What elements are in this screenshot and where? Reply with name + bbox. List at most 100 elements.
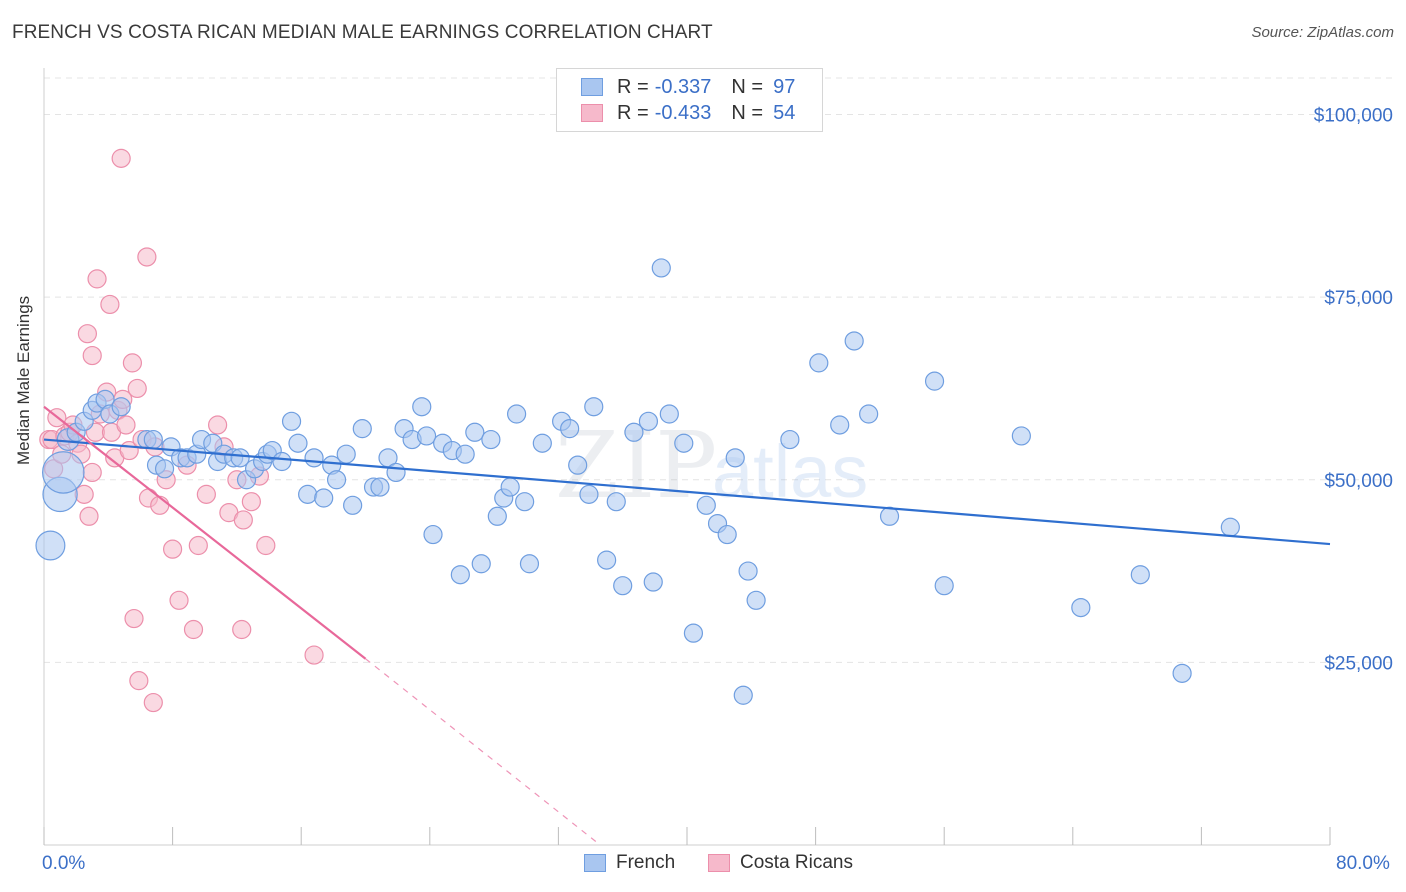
french-point <box>780 429 800 450</box>
french-point <box>465 422 485 442</box>
r-label: R = <box>617 101 649 124</box>
french-point <box>352 419 372 439</box>
french-point <box>154 459 175 479</box>
y-tick-label: $75,000 <box>1324 288 1393 309</box>
costa-ricans-point <box>122 353 143 373</box>
costa-ricans-point <box>183 619 204 640</box>
french-point <box>143 429 163 450</box>
french-point <box>515 492 535 512</box>
costa-ricans-n-value: 54 <box>773 101 796 124</box>
costa-ricans-point <box>111 148 131 168</box>
french-point <box>809 353 829 373</box>
french-point <box>298 484 318 504</box>
french-point <box>717 524 737 545</box>
french-point <box>471 554 491 574</box>
costa-ricans-point <box>100 294 120 315</box>
costa-ricans-r-value: -0.433 <box>654 101 712 124</box>
costa-ricans-point <box>150 495 170 515</box>
n-label: N = <box>731 75 764 98</box>
y-tick-label: $100,000 <box>1314 106 1393 127</box>
french-point <box>584 397 604 417</box>
french-point <box>597 550 617 570</box>
french-point <box>568 455 588 475</box>
french-point <box>924 371 945 391</box>
costa-ricans-point <box>82 462 102 483</box>
costa-ricans-point <box>256 535 276 556</box>
french-point <box>579 484 599 504</box>
axes <box>43 68 1331 846</box>
french-point <box>519 554 540 574</box>
r-label: R = <box>617 75 649 98</box>
trend-lines <box>43 405 1331 846</box>
french-point <box>288 433 308 453</box>
french-point <box>1071 597 1091 618</box>
french-point <box>41 451 85 494</box>
stats-legend: R = -0.337 N = 97 R = -0.433 N = 54 <box>556 68 823 132</box>
french-point <box>560 419 580 439</box>
costa-ricans-point <box>163 539 183 559</box>
french-point <box>326 470 347 490</box>
french-point <box>412 397 432 417</box>
costa-ricans-point <box>79 506 99 526</box>
chart-title: FRENCH VS COSTA RICAN MEDIAN MALE EARNIN… <box>12 22 713 43</box>
series-french <box>35 258 1240 705</box>
french-point <box>370 477 390 497</box>
french-point <box>879 506 900 526</box>
costa-ricans-point <box>74 484 94 504</box>
n-label: N = <box>731 101 764 124</box>
costa-ricans-point <box>127 378 147 399</box>
french-point <box>643 572 663 592</box>
gridlines <box>44 77 1392 663</box>
costa-ricans-point <box>196 484 216 504</box>
french-point <box>624 422 644 442</box>
legend-item-costa-ricans[interactable]: Costa Ricans <box>708 852 853 874</box>
french-point <box>532 433 552 453</box>
french-point <box>733 685 753 705</box>
french-point <box>500 477 520 497</box>
french-point <box>613 576 633 596</box>
costa-ricans-point <box>304 645 324 665</box>
series-legend: French Costa Ricans <box>0 852 1406 876</box>
costa-ricans-point <box>241 492 261 512</box>
french-point <box>343 495 363 515</box>
legend-row-costa-ricans: R = -0.433 N = 54 <box>581 101 795 125</box>
french-point <box>1172 663 1192 683</box>
costa-ricans-point <box>208 415 228 435</box>
costa-ricans-point <box>82 345 102 366</box>
french-point <box>507 404 527 424</box>
costa-ricans-point <box>77 324 98 344</box>
french-point <box>651 258 671 278</box>
french-point <box>683 623 704 643</box>
costa-ricans-point <box>169 590 189 610</box>
costa-ricans-point <box>124 608 144 629</box>
costa-ricans-point <box>137 247 157 267</box>
y-tick-label: $50,000 <box>1324 471 1393 492</box>
french-legend-label: French <box>616 852 676 873</box>
y-tick-label: $25,000 <box>1324 653 1393 674</box>
french-point <box>725 448 745 468</box>
legend-row-french: R = -0.337 N = 97 <box>581 75 795 99</box>
french-point <box>659 404 679 424</box>
costa-ricans-point <box>233 510 253 530</box>
french-point <box>304 448 324 468</box>
costa-ricans-legend-swatch <box>708 854 730 872</box>
french-point <box>606 492 626 512</box>
french-legend-swatch <box>584 854 606 872</box>
french-n-value: 97 <box>773 75 796 98</box>
costa-ricans-point <box>143 692 163 713</box>
french-point <box>386 462 406 483</box>
french-point <box>423 524 443 545</box>
costa-ricans-point <box>87 269 107 289</box>
french-point <box>272 451 292 472</box>
french-point <box>844 331 864 351</box>
x-tick-min: 0.0% <box>42 853 86 874</box>
french-point <box>738 561 758 581</box>
french-point <box>830 415 850 435</box>
legend-item-french[interactable]: French <box>584 852 675 874</box>
french-point <box>696 495 716 515</box>
french-trend-line <box>43 438 1331 546</box>
costa-ricans-point <box>129 671 149 691</box>
french-point <box>35 530 66 561</box>
french-point <box>314 488 334 508</box>
